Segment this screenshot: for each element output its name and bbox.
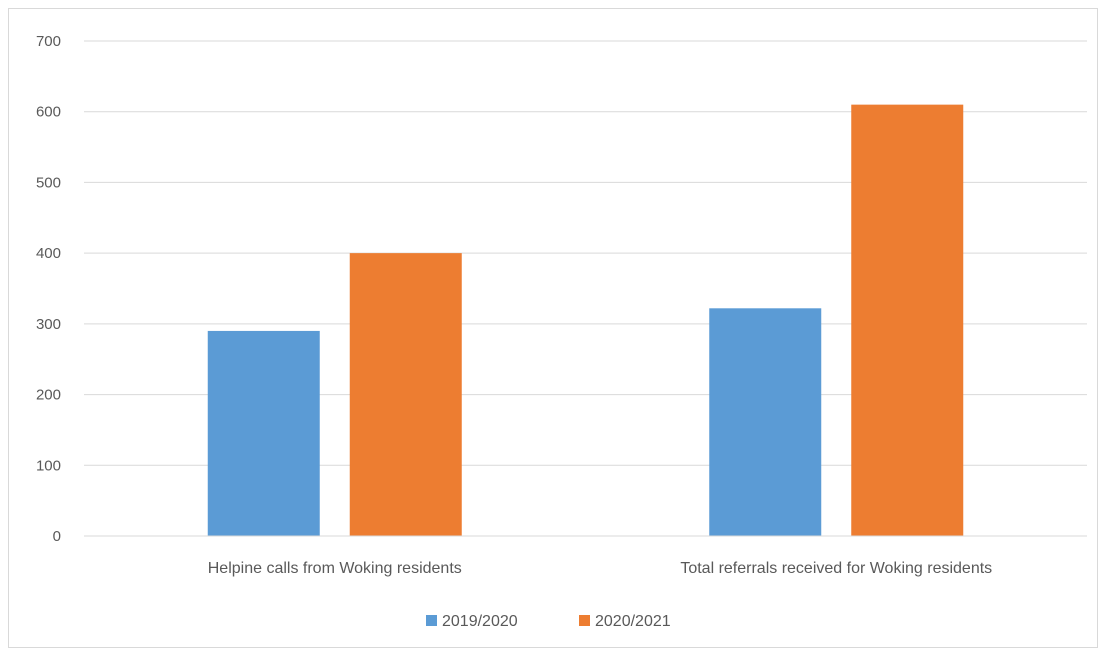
y-tick-label: 0 xyxy=(53,528,61,545)
legend-swatch xyxy=(579,615,590,626)
legend-swatch xyxy=(426,615,437,626)
bar xyxy=(207,330,320,536)
legend-label: 2019/2020 xyxy=(442,613,518,630)
y-tick-label: 500 xyxy=(36,174,61,191)
y-tick-label: 700 xyxy=(36,33,61,50)
x-axis-category-labels: Helpine calls from Woking residents Total… xyxy=(208,560,992,577)
bars xyxy=(207,104,964,537)
y-axis-tick-labels: 0 100 200 300 400 500 600 700 xyxy=(36,33,61,545)
bar xyxy=(349,253,462,536)
y-tick-label: 100 xyxy=(36,457,61,474)
legend: 2019/2020 2020/2021 xyxy=(426,613,671,630)
y-tick-label: 600 xyxy=(36,104,61,121)
y-tick-label: 300 xyxy=(36,316,61,333)
x-category-label: Total referrals received for Woking resi… xyxy=(680,560,992,577)
bar xyxy=(851,104,964,537)
x-category-label: Helpine calls from Woking residents xyxy=(208,560,462,577)
bar xyxy=(709,308,822,536)
legend-label: 2020/2021 xyxy=(595,613,671,630)
y-tick-label: 200 xyxy=(36,387,61,404)
y-tick-label: 400 xyxy=(36,245,61,262)
